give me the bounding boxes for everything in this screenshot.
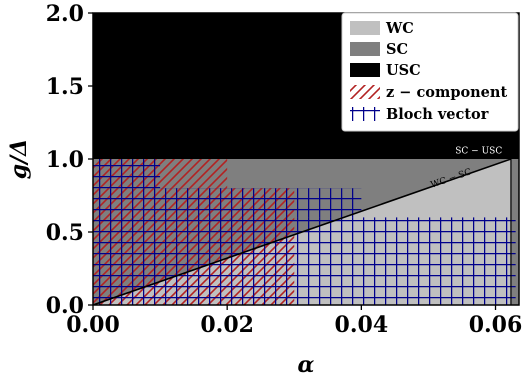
y-tick-label-4: 2.0: [46, 1, 84, 27]
annotation-sc-usc: SC − USC: [455, 147, 502, 157]
y-tick-label-1: 0.5: [46, 220, 84, 246]
legend-swatch-usc: [350, 63, 380, 77]
legend-label-z-component: z − component: [386, 84, 507, 101]
hatch-block-bloch-vector-1: [93, 188, 362, 218]
wc-sc-boundary-line: [93, 158, 512, 305]
legend-label-bloch-vector: Bloch vector: [386, 106, 489, 123]
legend-swatch-sc: [350, 42, 380, 56]
legend-frame: [341, 12, 519, 132]
axes: 0.00 0.02 0.04 0.06 0.0 0.5 1.0 1.5 2.0 α g/Δ: [6, 1, 522, 378]
legend-label-sc: SC: [386, 41, 408, 58]
legend-swatch-z-component: [350, 85, 380, 99]
legend: WC SC USC z − component Bloch vector: [341, 12, 519, 132]
legend-swatch-wc: [350, 21, 380, 35]
y-axis-label: g/Δ: [6, 139, 32, 180]
legend-label-usc: USC: [386, 62, 421, 79]
y-tick-label-3: 1.5: [46, 74, 84, 100]
y-tick-label-0: 0.0: [46, 293, 84, 319]
hatch-block-bloch-vector-0: [93, 159, 161, 189]
x-tick-label-0: 0.00: [66, 312, 120, 338]
y-tick-label-2: 1.0: [46, 147, 84, 173]
x-tick-label-1: 0.02: [200, 312, 254, 338]
x-tick-label-3: 0.06: [469, 312, 523, 338]
legend-label-wc: WC: [385, 20, 414, 37]
x-tick-label-2: 0.04: [335, 312, 389, 338]
x-axis-label: α: [298, 352, 315, 378]
legend-swatch-bloch-vector: [350, 107, 380, 121]
